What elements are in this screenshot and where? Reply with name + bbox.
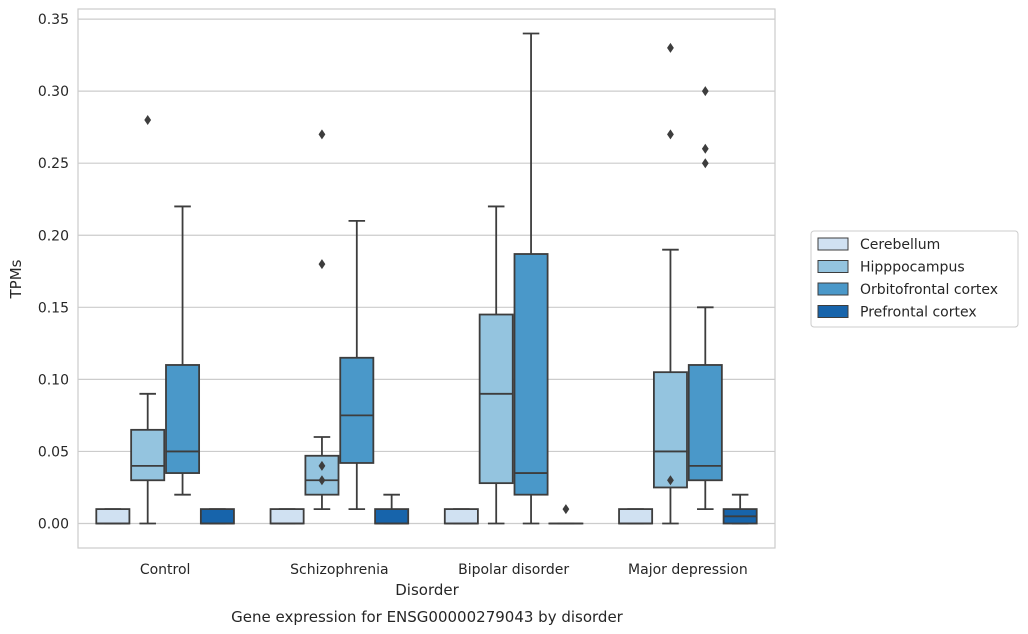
outlier-point	[701, 86, 709, 97]
box	[269, 508, 305, 525]
box	[130, 428, 166, 482]
box-group	[95, 508, 131, 525]
box-group	[339, 219, 375, 510]
box-group	[548, 504, 584, 525]
chart-title: Gene expression for ENSG00000279043 by d…	[231, 608, 624, 626]
outlier-point	[701, 143, 709, 154]
box	[339, 356, 375, 464]
box-group	[199, 508, 235, 525]
outlier-point	[318, 259, 326, 270]
y-tick-label: 0.00	[38, 517, 69, 533]
x-tick-label: Schizophrenia	[290, 562, 388, 578]
box-group	[513, 32, 549, 525]
box-group	[443, 508, 479, 525]
outlier-point	[318, 460, 326, 471]
outlier-point	[144, 114, 152, 125]
legend-label: Orbitofrontal cortex	[860, 282, 998, 298]
legend-swatch	[817, 282, 849, 296]
box-group	[652, 42, 688, 525]
outlier-point	[667, 475, 674, 486]
y-tick-label: 0.10	[38, 372, 69, 388]
legend-swatch	[817, 305, 849, 318]
box-group	[374, 493, 410, 525]
box-series	[95, 32, 758, 525]
outlier-point	[667, 42, 674, 53]
plot-frame	[77, 8, 776, 549]
box	[652, 371, 688, 489]
outlier-point	[667, 129, 674, 140]
y-tick-label: 0.35	[38, 12, 69, 28]
box	[513, 253, 549, 496]
legend: Cerebellum Hipppocampus Orbitofrontal cort…	[810, 230, 1019, 328]
legend-item: Orbitofrontal cortex	[817, 282, 998, 298]
y-tick-label: 0.20	[38, 228, 69, 244]
outlier-point	[318, 129, 326, 140]
box	[95, 508, 131, 525]
box	[618, 508, 654, 525]
y-tick-labels: 0.00 0.05 0.10 0.15 0.20 0.25 0.30 0.35	[38, 12, 69, 532]
legend-label: Hipppocampus	[860, 260, 965, 276]
y-tick-label: 0.15	[38, 300, 69, 316]
box-group	[478, 205, 514, 525]
y-tick-label: 0.25	[38, 156, 69, 172]
x-tick-label: Control	[140, 562, 191, 578]
legend-item: Cerebellum	[817, 237, 940, 253]
box-group	[130, 114, 166, 525]
outlier-point	[562, 504, 570, 515]
box	[478, 313, 514, 485]
legend-frame	[810, 230, 1019, 328]
box-group	[165, 205, 201, 496]
box	[374, 508, 410, 525]
legend-item: Hipppocampus	[817, 260, 965, 276]
x-tick-label: Major depression	[628, 562, 748, 578]
box-group	[304, 129, 340, 510]
x-tick-labels: Control Schizophrenia Bipolar disorder Majo…	[140, 562, 748, 578]
y-tick-label: 0.05	[38, 444, 69, 460]
x-axis-label: Disorder	[395, 581, 459, 599]
y-tick-label: 0.30	[38, 84, 69, 100]
box-group	[269, 508, 305, 525]
outlier-point	[701, 158, 709, 169]
outlier-point	[318, 475, 326, 486]
legend-swatch	[817, 237, 849, 251]
box-group	[722, 493, 758, 525]
box	[199, 508, 235, 525]
box-group	[618, 508, 654, 525]
legend-item: Prefrontal cortex	[817, 305, 977, 321]
box	[443, 508, 479, 525]
legend-label: Cerebellum	[860, 237, 940, 253]
x-tick-label: Bipolar disorder	[458, 562, 569, 578]
box	[687, 364, 723, 482]
box-group	[687, 86, 723, 510]
y-axis-label: TPMs	[7, 259, 25, 299]
legend-swatch	[817, 260, 849, 273]
box	[165, 364, 201, 474]
legend-label: Prefrontal cortex	[860, 305, 977, 321]
